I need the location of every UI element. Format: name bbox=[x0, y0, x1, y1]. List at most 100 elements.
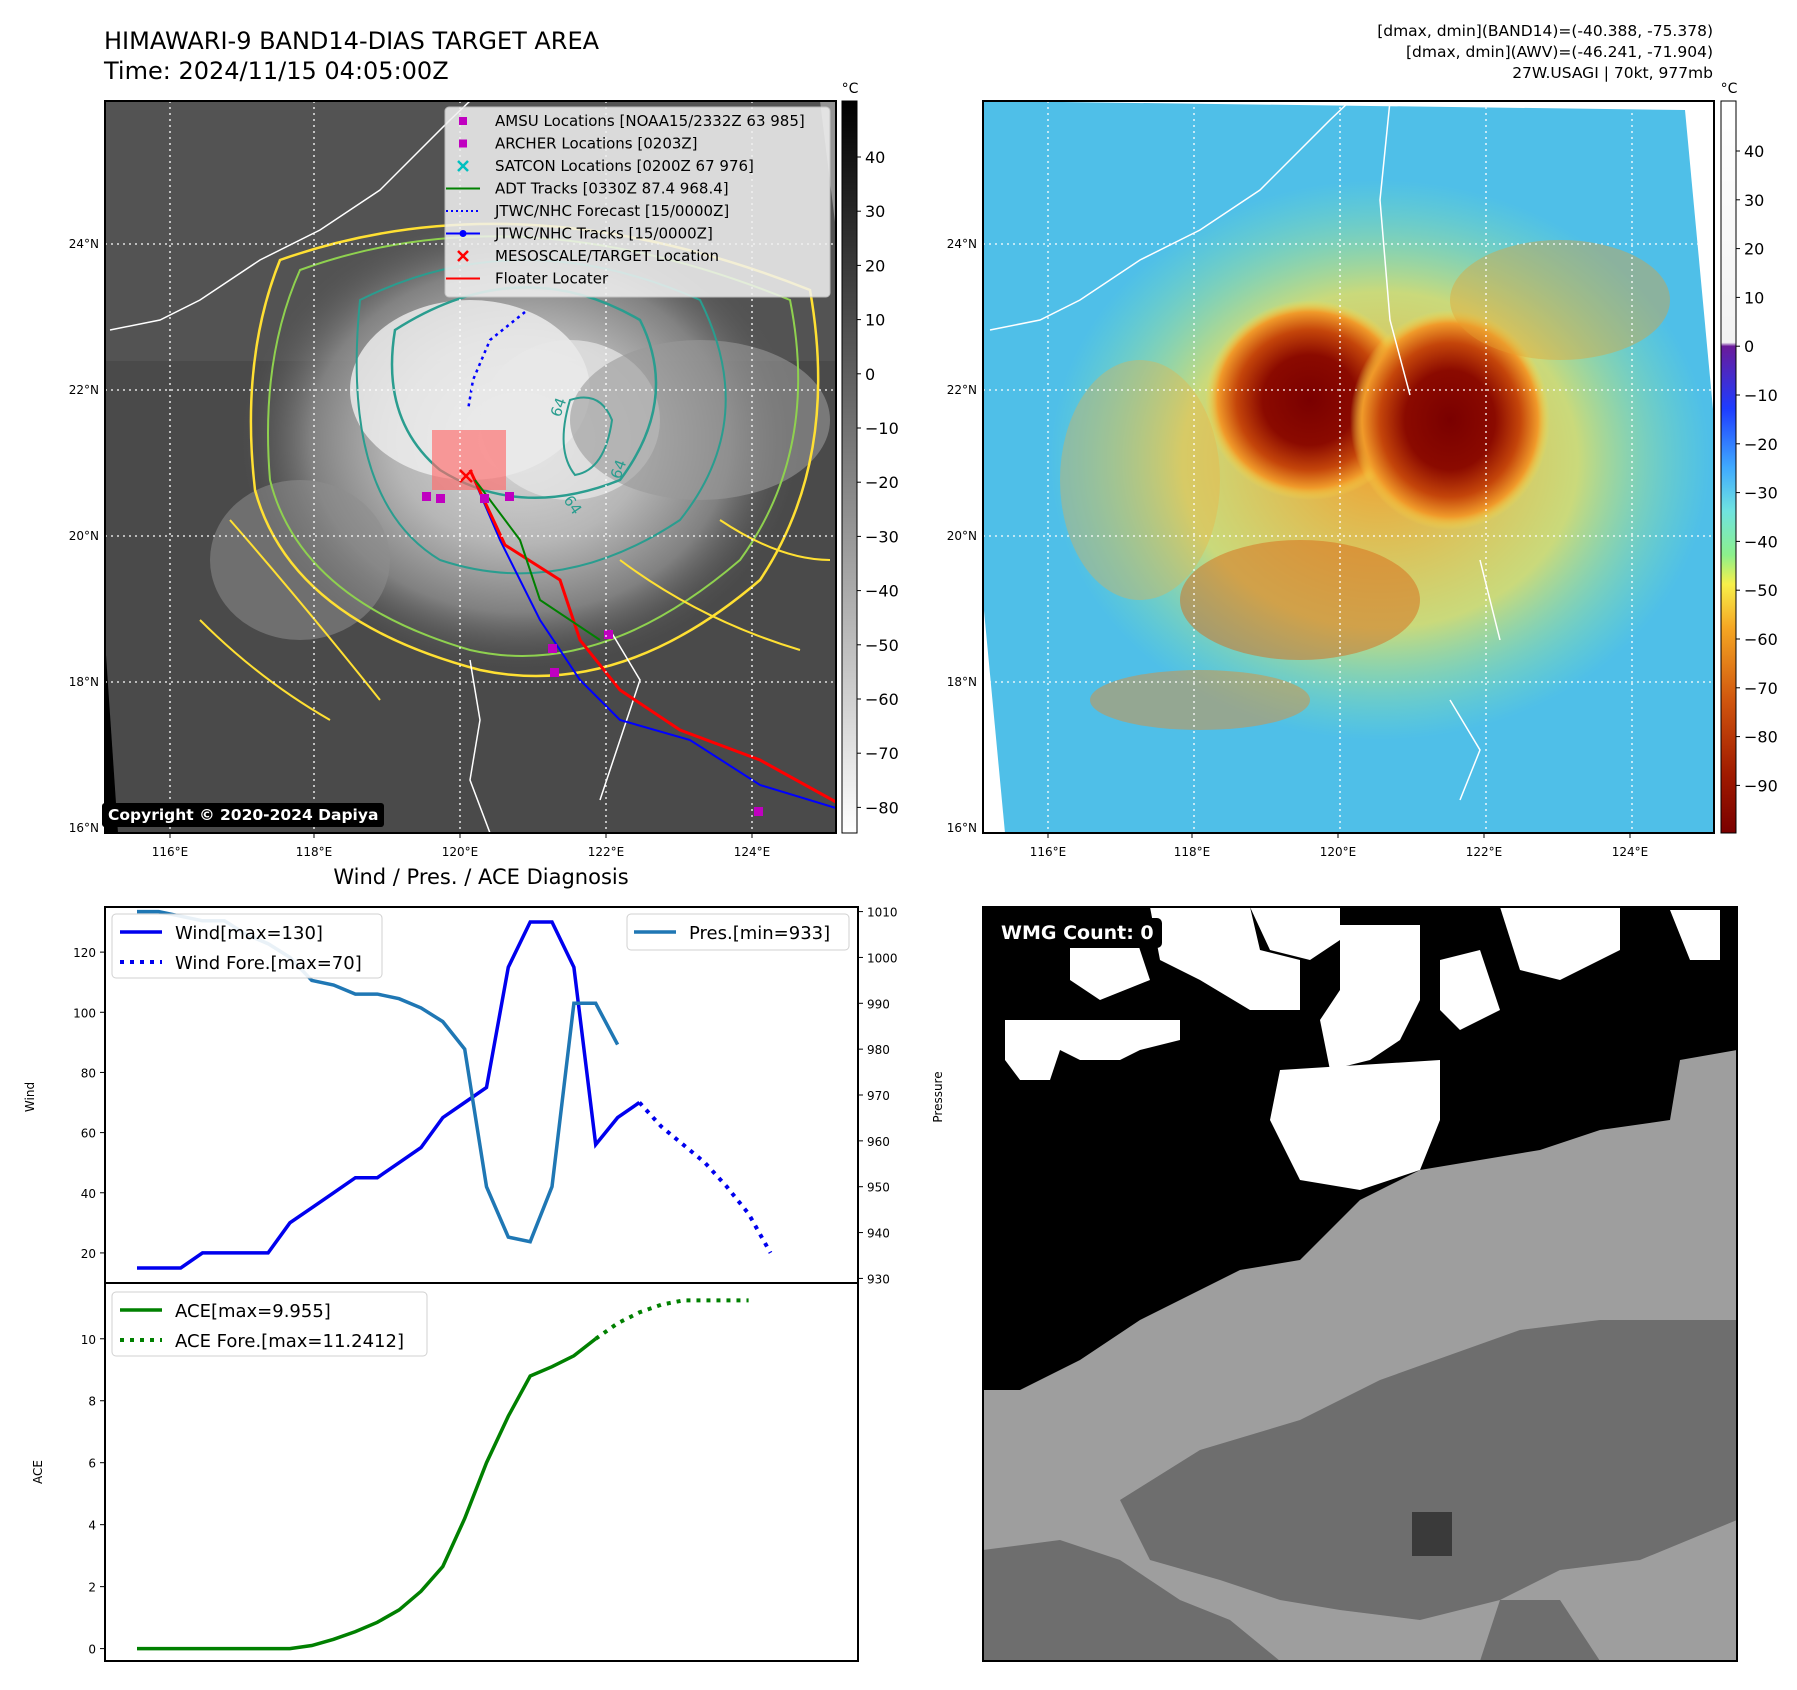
enhanced-map-ticks: 116°E 118°E 120°E 122°E 124°E 24°N 22°N 20°N 18°… bbox=[947, 237, 1649, 859]
colorbar-tick-label: −90 bbox=[1744, 776, 1778, 795]
lon-tick-label: 116°E bbox=[1030, 845, 1067, 859]
ir-map-ticks: 116°E 118°E 120°E 122°E 124°E 24°N 22°N 20°N 18°… bbox=[69, 237, 771, 859]
legend-pressure: Pres.[min=933] bbox=[689, 923, 830, 944]
colorbar-tick-label: 40 bbox=[1744, 142, 1764, 161]
lat-tick-label: 24°N bbox=[69, 237, 99, 251]
pressure-axis-tick-label: 990 bbox=[867, 997, 890, 1011]
lon-tick-label: 122°E bbox=[1466, 845, 1503, 859]
colorbar-tick-label: 40 bbox=[865, 148, 885, 167]
lat-tick-label: 16°N bbox=[947, 821, 977, 835]
ace-axis-label: ACE bbox=[31, 1460, 45, 1484]
wind-series-line bbox=[137, 920, 641, 1270]
colorbar-tick-label: 0 bbox=[865, 365, 875, 384]
ace-chart: 0 2 4 6 8 10 ACE ACE[max=9.955] ACE Fore.[max… bbox=[31, 1282, 859, 1662]
lat-tick-label: 18°N bbox=[69, 675, 99, 689]
pressure-axis-tick-label: 980 bbox=[867, 1043, 890, 1057]
colorbar-tick-label: −60 bbox=[865, 690, 899, 709]
contour-label: 64 bbox=[547, 395, 570, 419]
colorbar-tick-label: 20 bbox=[1744, 240, 1764, 259]
legend-ace: ACE[max=9.955] bbox=[175, 1301, 331, 1322]
colorbar-tick-label: −50 bbox=[865, 636, 899, 655]
colorbar-unit: °C bbox=[1721, 81, 1738, 97]
ace-forecast-line bbox=[594, 1298, 749, 1341]
pressure-axis-tick-label: 950 bbox=[867, 1181, 890, 1195]
legend-ace-forecast: ACE Fore.[max=11.2412] bbox=[175, 1331, 404, 1352]
color-colorbar: °C 40 30 20 10 0 −10 −20 −30 −40 −50 −60 −70 −80 −90 bbox=[1720, 81, 1778, 834]
lat-tick-label: 20°N bbox=[947, 529, 977, 543]
pressure-axis-tick-label: 970 bbox=[867, 1089, 890, 1103]
colorbar-tick-label: −50 bbox=[1744, 581, 1778, 600]
lon-tick-label: 116°E bbox=[152, 845, 189, 859]
colorbar-tick-label: 20 bbox=[865, 256, 885, 275]
ace-axis-tick-label: 0 bbox=[88, 1643, 96, 1657]
wind-axis-tick-label: 100 bbox=[73, 1006, 96, 1020]
wmg-panel bbox=[982, 906, 1738, 1662]
pressure-axis-tick-label: 930 bbox=[867, 1272, 890, 1286]
pressure-axis-tick-label: 1010 bbox=[867, 906, 898, 920]
wind-forecast-line bbox=[637, 1101, 773, 1254]
storm-info: 27W.USAGI | 70kt, 977mb bbox=[1512, 64, 1713, 82]
ace-legend: ACE[max=9.955] ACE Fore.[max=11.2412] bbox=[111, 1291, 428, 1357]
legend-entry-label: SATCON Locations [0200Z 67 976] bbox=[495, 157, 754, 175]
map-legend: AMSU Locations [NOAA15/2332Z 63 985] ARCH… bbox=[444, 106, 831, 298]
wind-axis-tick-label: 120 bbox=[73, 946, 96, 960]
lat-tick-label: 22°N bbox=[69, 383, 99, 397]
colorbar-tick-label: −40 bbox=[1744, 532, 1778, 551]
wind-pressure-chart: Wind / Pres. / ACE Diagnosis 20 40 60 80 100… bbox=[23, 865, 945, 1286]
lat-tick-label: 24°N bbox=[947, 237, 977, 251]
legend-entry-label: MESOSCALE/TARGET Location bbox=[495, 247, 719, 265]
colorbar-tick-label: −30 bbox=[1744, 484, 1778, 503]
legend-square-marker bbox=[459, 117, 467, 125]
enhanced-map-panel bbox=[982, 100, 1715, 834]
gray-colorbar: °C 40 30 20 10 0 −10 −20 −30 −40 −50 −60 −70 −80 bbox=[841, 81, 899, 834]
colorbar-tick-label: 30 bbox=[1744, 191, 1764, 210]
ace-axis-tick-label: 4 bbox=[88, 1519, 96, 1533]
colorbar-tick-label: −40 bbox=[865, 582, 899, 601]
ace-series-line bbox=[137, 1337, 597, 1651]
colorbar-tick-label: 10 bbox=[865, 311, 885, 330]
legend-entry-label: Floater Locater bbox=[495, 270, 609, 288]
ace-axis-tick-label: 8 bbox=[88, 1395, 96, 1409]
colorbar-tick-label: −10 bbox=[1744, 386, 1778, 405]
dmax-band14: [dmax, dmin](BAND14)=(-40.388, -75.378) bbox=[1377, 22, 1713, 40]
legend-entry-label: JTWC/NHC Forecast [15/0000Z] bbox=[494, 202, 729, 220]
colorbar-tick-label: −10 bbox=[865, 419, 899, 438]
pressure-legend: Pres.[min=933] bbox=[626, 913, 850, 951]
ace-axis-tick-label: 10 bbox=[81, 1333, 96, 1347]
colorbar-tick-label: −30 bbox=[865, 527, 899, 546]
legend-dot-marker bbox=[459, 230, 467, 237]
colorbar-tick-label: −20 bbox=[865, 473, 899, 492]
colorbar-tick-label: −70 bbox=[865, 744, 899, 763]
pressure-axis-tick-label: 1000 bbox=[867, 951, 898, 965]
wind-axis-tick-label: 40 bbox=[81, 1187, 96, 1201]
legend-wind: Wind[max=130] bbox=[175, 923, 323, 944]
colorbar-tick-label: −20 bbox=[1744, 435, 1778, 454]
legend-square-marker bbox=[459, 139, 467, 148]
wmg-count-badge: WMG Count: 0 bbox=[993, 918, 1162, 948]
colorbar-tick-label: 0 bbox=[1744, 337, 1754, 356]
lon-tick-label: 124°E bbox=[734, 845, 771, 859]
colorbar-tick-label: −80 bbox=[1744, 728, 1778, 747]
lon-tick-label: 118°E bbox=[296, 845, 333, 859]
wind-legend: Wind[max=130] Wind Fore.[max=70] bbox=[111, 913, 383, 979]
lon-tick-label: 122°E bbox=[588, 845, 625, 859]
legend-x-marker bbox=[457, 250, 469, 262]
lon-tick-label: 118°E bbox=[1174, 845, 1211, 859]
dmax-awv: [dmax, dmin](AWV)=(-46.241, -71.904) bbox=[1406, 43, 1713, 61]
legend-x-marker bbox=[457, 160, 469, 172]
lat-tick-label: 20°N bbox=[69, 529, 99, 543]
pressure-axis-label: Pressure bbox=[931, 1071, 945, 1122]
pressure-axis-tick-label: 940 bbox=[867, 1227, 890, 1241]
wind-axis-label: Wind bbox=[23, 1082, 37, 1112]
map-title: HIMAWARI-9 BAND14-DIAS TARGET AREA Time:… bbox=[104, 27, 600, 85]
legend-wind-forecast: Wind Fore.[max=70] bbox=[175, 953, 362, 974]
lon-tick-label: 120°E bbox=[442, 845, 479, 859]
lon-tick-label: 124°E bbox=[1612, 845, 1649, 859]
lon-tick-label: 120°E bbox=[1320, 845, 1357, 859]
chart-title: Wind / Pres. / ACE Diagnosis bbox=[333, 865, 628, 889]
lat-tick-label: 18°N bbox=[947, 675, 977, 689]
legend-entry-label: JTWC/NHC Tracks [15/0000Z] bbox=[494, 225, 713, 243]
ir-map-panel: 64 64 64 AMSU Locations [NOAA15/2332Z 63… bbox=[104, 100, 837, 834]
lat-tick-label: 22°N bbox=[947, 383, 977, 397]
